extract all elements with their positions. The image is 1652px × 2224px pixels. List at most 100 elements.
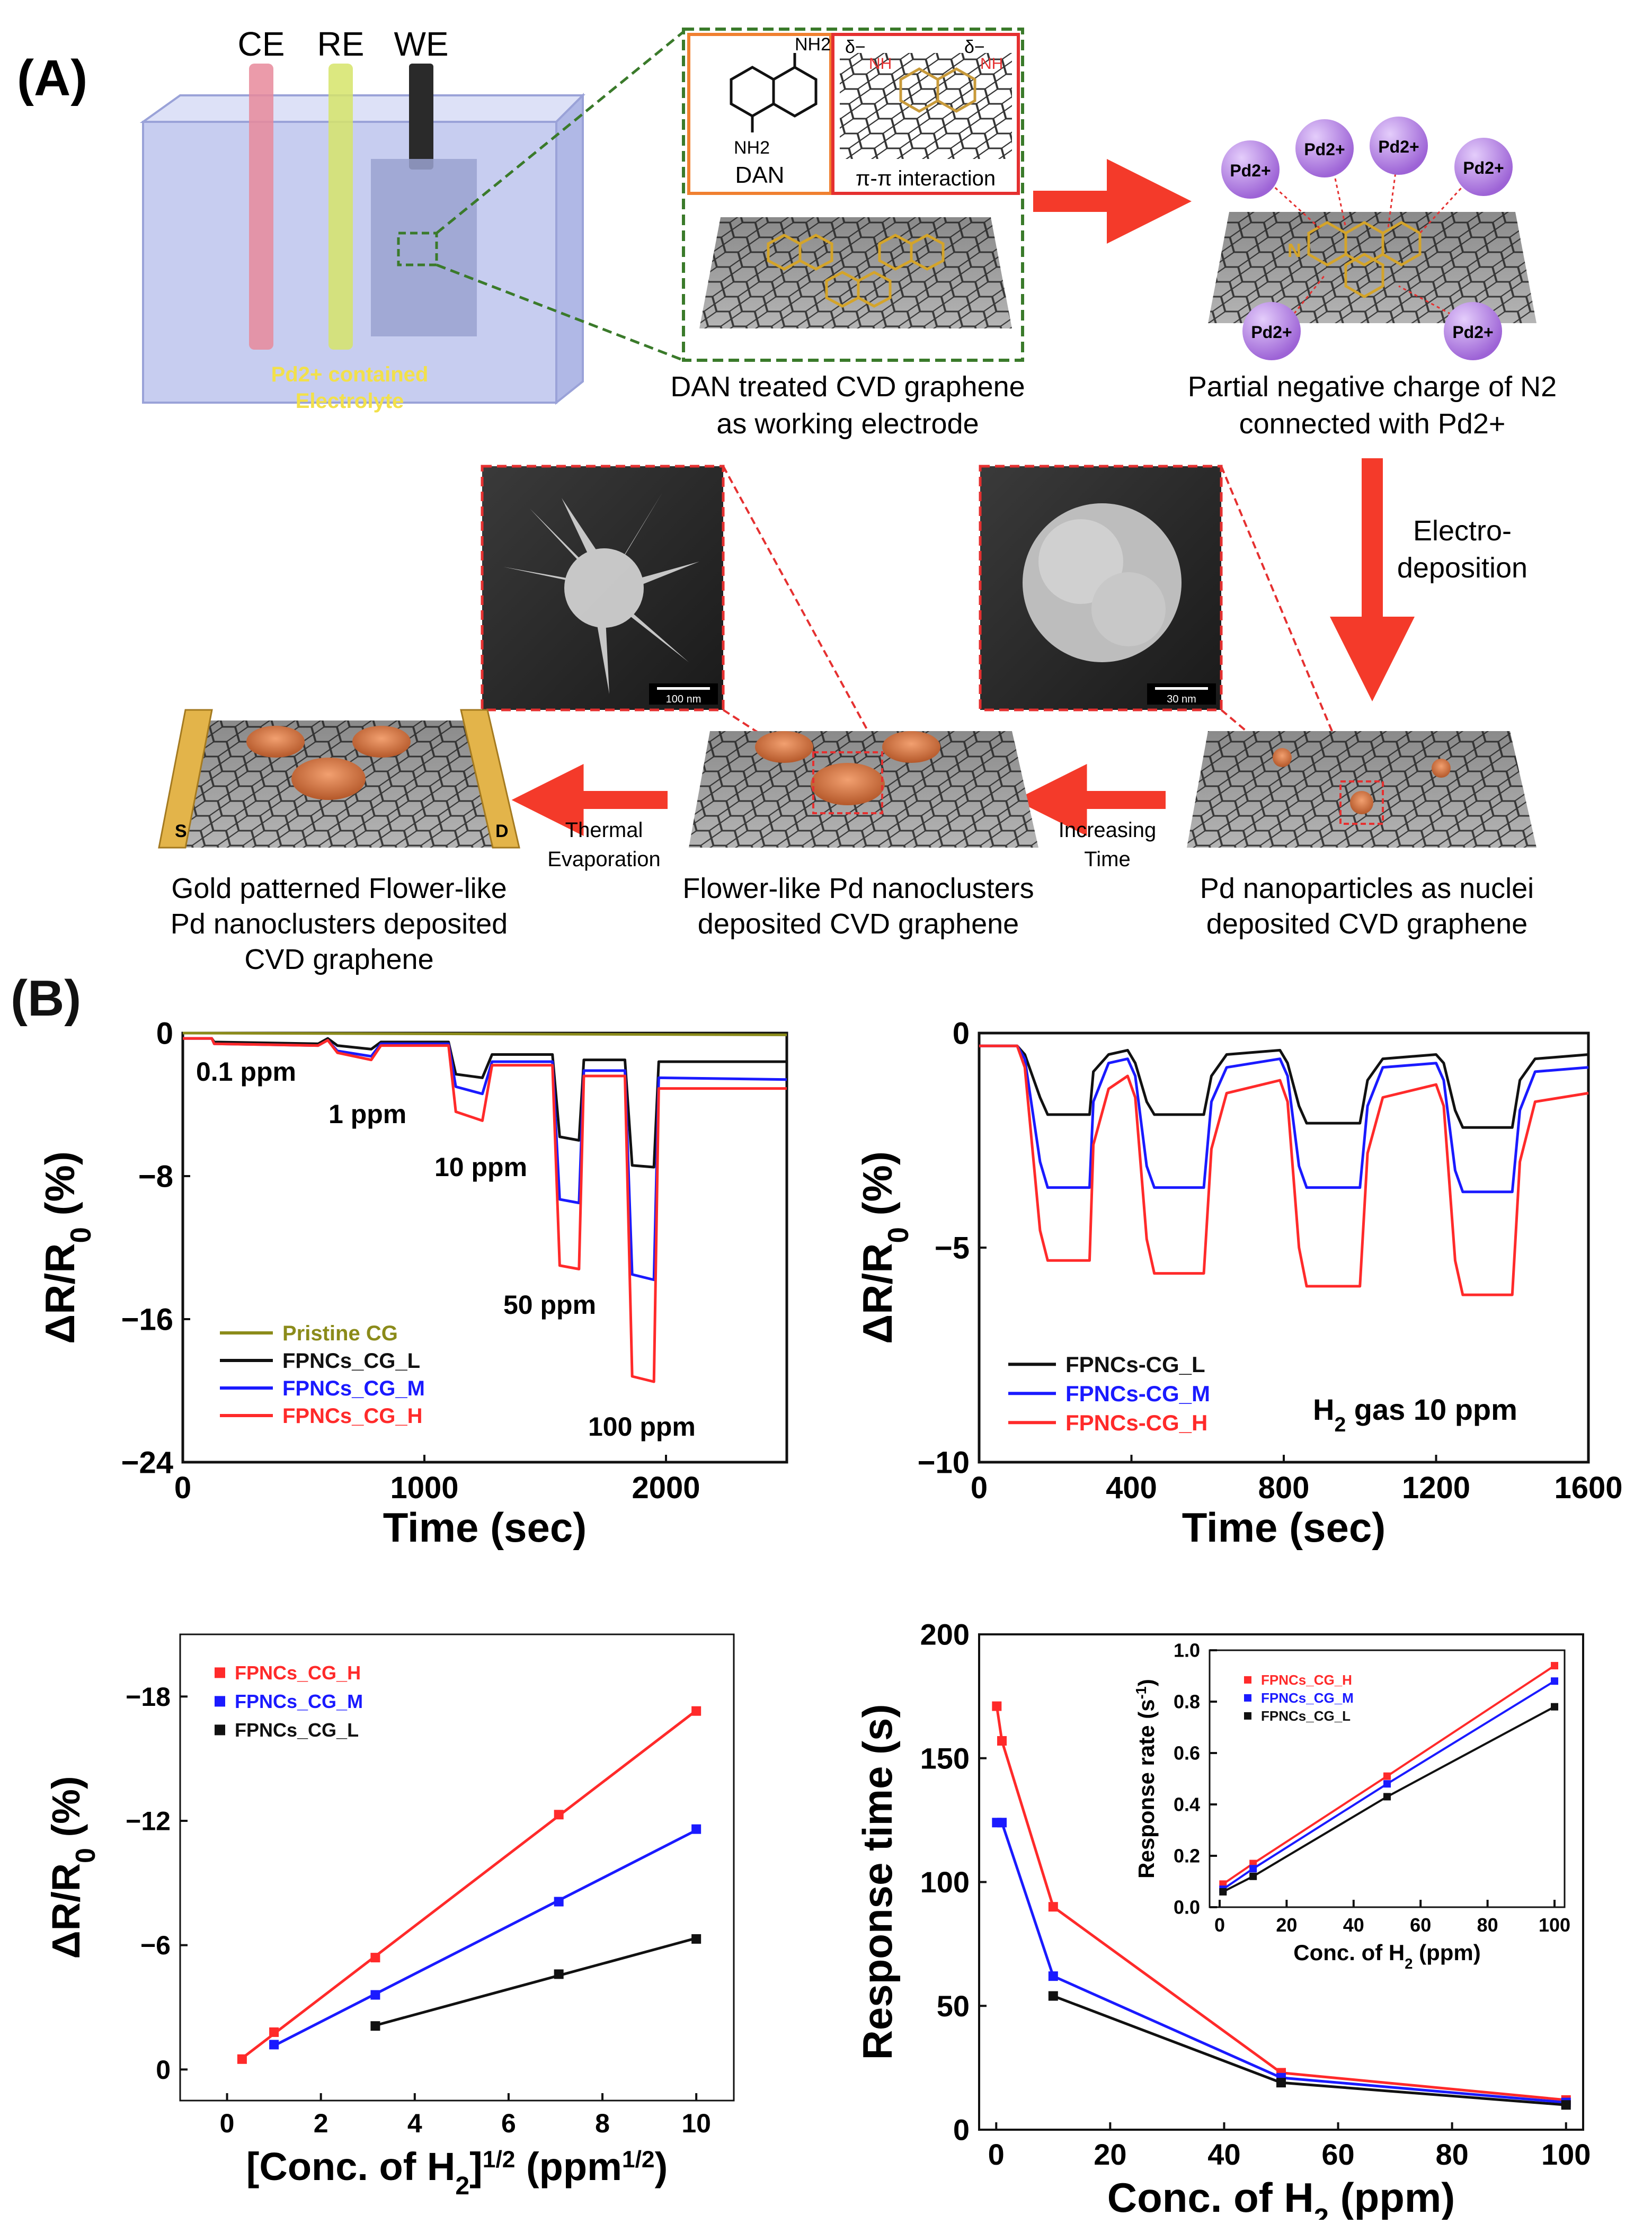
- legend-label: FPNCs-CG_M: [1065, 1381, 1210, 1406]
- y-tick-label: 0: [953, 2113, 970, 2147]
- chart-response-cycles-10ppm: 0 400 800 1200 1600 0 −5 −10 Time (sec) ΔR/R0 (%)…: [854, 1016, 1623, 1551]
- legend-label: FPNCs_CG_L: [235, 1719, 359, 1741]
- gold-caption-3: CVD graphene: [244, 944, 433, 975]
- n-label-1: N: [1287, 239, 1301, 261]
- pd-ion: [1454, 138, 1513, 196]
- data-point-FPNCs_CG_L: [1551, 1703, 1559, 1711]
- legend-label: FPNCs_CG_H: [1261, 1672, 1352, 1688]
- series-line-FPNCs-CG_L: [979, 1044, 1589, 1129]
- data-point-FPNCs_CG_L: [1219, 1888, 1227, 1896]
- y-axis-title: ΔR/R0 (%): [854, 1151, 914, 1344]
- y-tick-label: −18: [126, 1682, 171, 1712]
- thermal-evaporation-label-2: Evaporation: [547, 848, 660, 871]
- legend-marker: [215, 1696, 225, 1707]
- x-tick-label: 2000: [632, 1471, 700, 1505]
- data-point-FPNCs_CG_H: [1048, 1902, 1058, 1912]
- series-line-FPNCs_CG_L: [1052, 1995, 1566, 2106]
- sem-scalebar-100nm: 100 nm: [666, 693, 701, 705]
- electrochemical-cell: CE RE WE Pd2+ contained Electrolyte: [139, 25, 585, 413]
- x-tick-label: 20: [1094, 2138, 1126, 2171]
- data-point-FPNCs_CG_M: [997, 1818, 1007, 1828]
- x-tick-label: 40: [1207, 2138, 1240, 2171]
- y-tick-label: 0: [156, 2055, 171, 2085]
- x-tick-label: 0: [174, 1471, 191, 1505]
- series-line-FPNCs_CG_H: [1222, 1665, 1556, 1885]
- data-point-FPNCs_CG_H: [992, 1701, 1002, 1711]
- concentration-annotation: 100 ppm: [588, 1412, 696, 1442]
- legend-label: FPNCs-CG_H: [1065, 1410, 1207, 1435]
- y-tick-label: −16: [121, 1302, 173, 1337]
- x-tick-label: 2: [314, 2109, 328, 2138]
- sem-image-nanoparticle: 30 nm: [979, 465, 1223, 711]
- pi-interaction-label: π-π interaction: [856, 167, 996, 190]
- gold-electrode-source: [158, 709, 213, 849]
- pd-ion-label: Pd2+: [1452, 323, 1493, 342]
- electrolyte-label-2: Electrolyte: [296, 389, 404, 413]
- dan-structure: [730, 53, 818, 132]
- pd-ion: [1221, 140, 1280, 199]
- data-point-FPNCs_CG_L: [1383, 1793, 1391, 1801]
- x-tick-label: 0: [220, 2109, 235, 2138]
- legend-label: FPNCs_CG_H: [282, 1404, 423, 1428]
- y-axis-title: ΔR/R0 (%): [37, 1151, 97, 1344]
- pd-ions: Pd2+ Pd2+ Pd2+ Pd2+ Pd2+ Pd2+: [1221, 117, 1513, 360]
- y-axis-title: Response rate (s-1): [1133, 1679, 1159, 1879]
- x-tick-label: 60: [1321, 2138, 1354, 2171]
- electrodeposition-label-1: Electro-: [1413, 515, 1512, 547]
- sem-flower-zoom-1: [722, 466, 881, 753]
- data-point-FPNCs_CG_H: [1551, 1662, 1559, 1670]
- nuclei-graphene: [1187, 731, 1536, 848]
- nuclei-caption-1: Pd nanoparticles as nuclei: [1200, 873, 1534, 904]
- data-point-FPNCs_CG_H: [1383, 1772, 1391, 1780]
- x-tick-label: 100: [1539, 1914, 1570, 1936]
- legend-marker: [1244, 1676, 1251, 1684]
- legend-label: Pristine CG: [282, 1322, 398, 1345]
- x-tick-label: 0: [971, 1471, 988, 1505]
- gold-electrode-drain: [460, 709, 520, 849]
- x-tick-label: 400: [1106, 1471, 1157, 1505]
- pd-ion: [1242, 302, 1301, 360]
- y-tick-label: 1.0: [1174, 1640, 1200, 1661]
- y-tick-label: 50: [937, 1989, 970, 2023]
- y-tick-label: 200: [920, 1618, 970, 1651]
- plot-frame: [1209, 1649, 1566, 1908]
- nuclei-caption-2: deposited CVD graphene: [1206, 908, 1527, 940]
- y-tick-label: −6: [140, 1931, 171, 1960]
- y-tick-label: 100: [920, 1865, 970, 1899]
- x-tick-label: 60: [1410, 1914, 1431, 1936]
- x-axis-title: Time (sec): [1182, 1504, 1385, 1551]
- drain-label: D: [495, 821, 509, 841]
- pd-ion-graphene: N Pd2+ Pd2+ Pd2+ Pd2+ Pd2+ Pd2+: [1208, 117, 1536, 360]
- y-tick-label: 0.8: [1174, 1691, 1200, 1713]
- panel-a-schematic: (A) CE RE WE Pd2+ contained Electrolyte …: [17, 25, 1557, 975]
- legend-marker: [1244, 1712, 1251, 1720]
- delta-right: δ−: [964, 37, 985, 57]
- data-point-FPNCs_CG_L: [1249, 1872, 1257, 1880]
- legend-label: FPNCs_CG_M: [235, 1691, 363, 1712]
- concentration-annotation: 50 ppm: [503, 1290, 596, 1320]
- sem-image-flower: 100 nm: [481, 465, 725, 711]
- gold-caption-1: Gold patterned Flower-like: [171, 873, 507, 904]
- x-tick-label: 8: [595, 2109, 610, 2138]
- data-point-FPNCs_CG_L: [370, 2021, 380, 2031]
- working-electrode: [371, 159, 477, 336]
- chart-response-vs-sqrt-conc: 0 2 4 6 8 10 0 −6 −12 −18 [Conc. of H2]1/2 (ppm1/2…: [44, 1633, 735, 2200]
- delta-left: δ−: [845, 37, 866, 57]
- gold-caption-2: Pd nanoclusters deposited: [171, 908, 508, 940]
- dan-graphene-caption-1: DAN treated CVD graphene: [670, 371, 1025, 403]
- y-tick-label: 0.6: [1174, 1742, 1200, 1764]
- fit-line-FPNCs_CG_M: [273, 1829, 697, 2047]
- y-tick-label: −5: [935, 1231, 970, 1265]
- y-axis-title: ΔR/R0 (%): [44, 1776, 101, 1959]
- concentration-annotation: 0.1 ppm: [196, 1057, 296, 1087]
- legend-label: FPNCs_CG_M: [282, 1377, 425, 1400]
- x-axis-title: Conc. of H2 (ppm): [1107, 2174, 1455, 2220]
- gas-annotation: H2 gas 10 ppm: [1313, 1393, 1517, 1436]
- y-tick-label: 0: [953, 1016, 970, 1051]
- concentration-annotation: 1 ppm: [328, 1099, 406, 1129]
- data-point-FPNCs_CG_L: [1276, 2078, 1286, 2088]
- concentration-annotation: 10 ppm: [434, 1152, 527, 1182]
- legend-label: FPNCs_CG_H: [235, 1662, 361, 1684]
- nh2-bottom: NH2: [734, 138, 770, 158]
